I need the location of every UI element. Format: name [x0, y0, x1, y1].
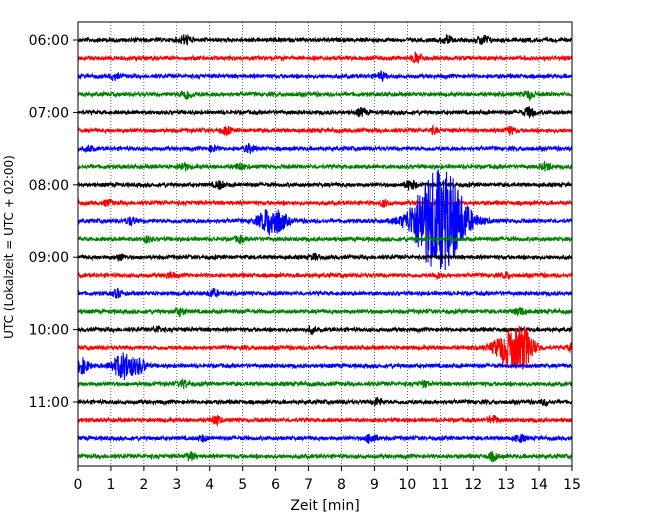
trace-row: [77, 124, 573, 138]
x-tick-label: 13: [497, 477, 515, 493]
x-tick-label: 3: [172, 477, 181, 493]
trace-row: [77, 179, 573, 191]
trace-row: [77, 397, 573, 407]
x-tick-label: 14: [530, 477, 548, 493]
y-axis-ticks: 06:00 07:00 08:00 09:00 10:00 11:00: [29, 33, 78, 411]
x-tick-label: 1: [106, 477, 115, 493]
x-tick-label: 12: [464, 477, 482, 493]
trace-row: [77, 142, 573, 154]
trace-row: [77, 378, 573, 390]
trace-row: [77, 252, 573, 263]
trace-row: [77, 234, 573, 245]
trace-row: [77, 198, 573, 209]
y-axis-label: UTC (Lokalzeit = UTC + 02:00): [2, 155, 16, 339]
trace-row: [77, 70, 573, 83]
trace-row: [77, 306, 573, 317]
plot-frame: [77, 21, 573, 467]
trace-row: [77, 287, 573, 299]
trace-row: [77, 352, 573, 380]
y-tick-label: 08:00: [29, 178, 69, 194]
y-tick-label: 09:00: [29, 250, 69, 266]
y-tick-label: 11:00: [29, 395, 69, 411]
trace-row: [77, 160, 573, 172]
trace-row: [77, 414, 573, 428]
trace-row: [77, 169, 573, 271]
x-tick-label: 11: [431, 477, 449, 493]
trace-row: [77, 433, 573, 444]
trace-row: [77, 270, 573, 281]
x-tick-label: 10: [398, 477, 416, 493]
x-tick-label: 6: [271, 477, 280, 493]
x-tick-label: 7: [304, 477, 313, 493]
trace-row: [77, 106, 573, 119]
x-tick-label: 8: [337, 477, 346, 493]
trace-row: [77, 451, 573, 463]
x-axis-ticks: 0 1 2 3 4 5 6 7 8 9 10 11 12 13 14 15: [74, 466, 581, 493]
x-tick-label: 0: [74, 477, 83, 493]
trace-row: [77, 33, 573, 46]
trace-rows: [77, 33, 573, 463]
y-tick-label: 06:00: [29, 33, 69, 49]
x-tick-label: 15: [563, 477, 581, 493]
trace-row: [77, 50, 573, 64]
x-axis-label: Zeit [min]: [290, 498, 359, 514]
vertical-grid: [110, 22, 540, 466]
trace-row: [77, 324, 573, 336]
x-tick-label: 4: [205, 477, 214, 493]
trace-row: [77, 90, 573, 102]
x-tick-label: 5: [238, 477, 247, 493]
y-tick-label: 10:00: [29, 323, 69, 339]
x-tick-label: 9: [370, 477, 379, 493]
y-tick-label: 07:00: [29, 105, 69, 121]
x-tick-label: 2: [139, 477, 148, 493]
trace-row: [77, 324, 573, 370]
